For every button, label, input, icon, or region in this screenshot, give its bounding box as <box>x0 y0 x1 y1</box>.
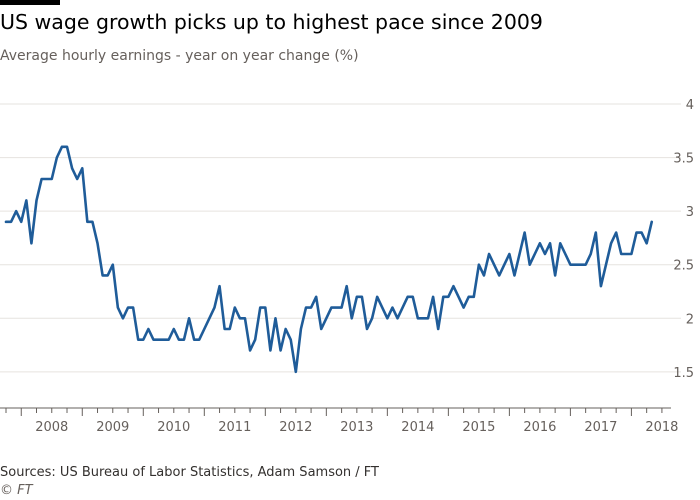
series-lines <box>4 145 654 374</box>
chart-subtitle: Average hourly earnings - year on year c… <box>0 48 359 64</box>
x-axis: 2008 2009 2010 2011 2012 2013 2014 2015 2016 2017… <box>0 407 678 435</box>
x-tick-label: 2016 <box>523 420 556 435</box>
y-tick-label: 3.5 <box>673 152 694 167</box>
x-tick-label: 2008 <box>35 420 68 435</box>
x-tick-label: 2018 <box>645 420 678 435</box>
source-note: Sources: US Bureau of Labor Statistics, … <box>0 465 379 480</box>
chart-title: US wage growth picks up to highest pace … <box>0 10 543 34</box>
y-tick-label: 4 <box>686 98 694 113</box>
y-tick-label: 3 <box>686 205 694 220</box>
y-tick-label: 2.5 <box>673 259 694 274</box>
brand-bar <box>0 0 60 5</box>
gridlines <box>0 103 681 373</box>
y-tick-label: 1.5 <box>673 366 694 381</box>
x-tick-label: 2012 <box>279 420 312 435</box>
y-tick-label: 2 <box>686 312 694 327</box>
x-tick-label: 2011 <box>218 420 251 435</box>
line-chart: 1.5 2 2.5 3 3.5 4 2008 2009 2010 2011 2012 2013 201… <box>0 98 694 435</box>
series-line <box>4 145 654 374</box>
x-tick-label: 2017 <box>584 420 617 435</box>
x-tick-label: 2010 <box>157 420 190 435</box>
x-tick-label: 2009 <box>96 420 129 435</box>
x-tick-label: 2015 <box>462 420 495 435</box>
copyright: © FT <box>0 483 33 498</box>
x-tick-label: 2013 <box>340 420 373 435</box>
x-tick-label: 2014 <box>401 420 434 435</box>
y-axis-ticks: 1.5 2 2.5 3 3.5 4 <box>673 98 694 381</box>
